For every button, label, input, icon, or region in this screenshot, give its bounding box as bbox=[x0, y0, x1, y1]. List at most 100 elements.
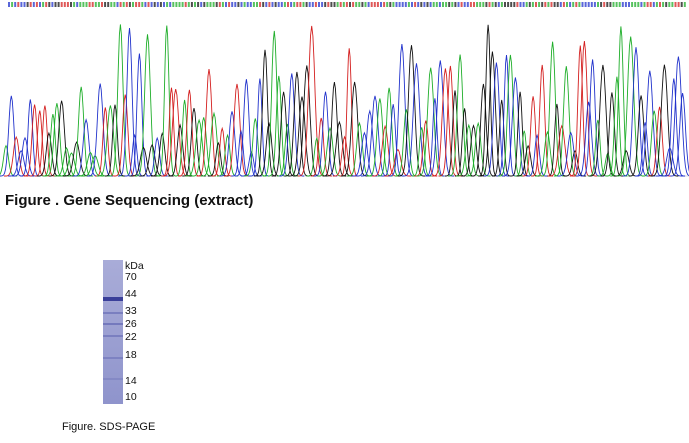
trace-peak bbox=[256, 121, 282, 177]
base-call bbox=[14, 2, 17, 7]
base-call bbox=[587, 2, 590, 7]
base-call bbox=[407, 2, 410, 7]
base-call bbox=[569, 2, 572, 7]
trace-peak bbox=[168, 123, 192, 177]
base-call bbox=[26, 2, 29, 7]
sequencing-trace bbox=[0, 2, 689, 177]
trace-peak bbox=[139, 143, 165, 177]
base-call bbox=[401, 2, 404, 7]
trace-peak bbox=[253, 49, 277, 177]
base-call bbox=[677, 2, 680, 7]
trace-peak bbox=[554, 66, 579, 177]
base-call bbox=[184, 2, 187, 7]
trace-peak bbox=[284, 71, 310, 177]
base-call bbox=[132, 2, 134, 7]
base-call bbox=[476, 2, 479, 7]
base-call bbox=[293, 2, 296, 7]
base-call bbox=[665, 2, 668, 7]
trace-peak bbox=[341, 81, 369, 177]
trace-peak bbox=[581, 59, 605, 177]
trace-peak bbox=[339, 48, 359, 177]
trace-peak bbox=[622, 47, 650, 177]
base-call bbox=[345, 2, 348, 7]
trace-peak bbox=[431, 68, 459, 177]
base-call bbox=[429, 2, 432, 7]
base-call bbox=[659, 2, 661, 7]
trace-peak bbox=[571, 41, 597, 177]
base-call bbox=[460, 2, 463, 7]
base-call bbox=[631, 2, 634, 7]
base-call bbox=[17, 2, 20, 7]
trace-peak bbox=[325, 120, 354, 177]
trace-peak bbox=[402, 63, 431, 177]
trace-peak bbox=[174, 99, 195, 177]
base-call bbox=[333, 2, 336, 7]
base-call bbox=[538, 2, 541, 7]
base-call bbox=[308, 2, 311, 7]
base-call bbox=[218, 2, 221, 7]
trace-peak bbox=[388, 44, 415, 177]
base-call bbox=[259, 2, 262, 7]
base-call bbox=[91, 2, 94, 7]
base-call bbox=[215, 2, 218, 7]
trace-peak bbox=[606, 76, 628, 177]
base-call bbox=[432, 2, 435, 7]
trace-peak bbox=[670, 93, 689, 177]
base-call bbox=[398, 2, 401, 7]
base-call bbox=[547, 2, 550, 7]
base-call bbox=[559, 2, 562, 7]
trace-peak bbox=[96, 105, 125, 177]
trace-peak bbox=[461, 124, 486, 177]
base-call bbox=[500, 2, 503, 7]
base-call bbox=[618, 2, 621, 7]
base-call bbox=[510, 2, 513, 7]
trace-peak bbox=[12, 136, 38, 177]
base-call bbox=[225, 2, 227, 7]
base-call bbox=[122, 2, 125, 7]
base-call bbox=[339, 2, 342, 7]
base-call bbox=[488, 2, 491, 7]
base-call bbox=[389, 2, 392, 7]
trace-peak bbox=[234, 79, 258, 177]
base-call bbox=[680, 2, 683, 7]
base-call bbox=[584, 2, 587, 7]
base-call bbox=[504, 2, 506, 7]
base-call bbox=[624, 2, 627, 7]
base-call bbox=[463, 2, 466, 7]
trace-peak bbox=[0, 95, 23, 177]
base-call bbox=[265, 2, 268, 7]
trace-peak bbox=[650, 64, 679, 177]
base-call bbox=[392, 2, 395, 7]
base-call bbox=[600, 2, 603, 7]
trace-peak bbox=[377, 87, 401, 177]
trace-peak bbox=[219, 111, 245, 177]
base-call bbox=[482, 2, 485, 7]
trace-peak bbox=[37, 131, 61, 177]
trace-peak bbox=[444, 90, 466, 177]
base-call bbox=[262, 2, 265, 7]
base-call bbox=[566, 2, 568, 7]
trace-peak bbox=[361, 95, 389, 177]
base-call bbox=[135, 2, 138, 7]
base-call bbox=[485, 2, 488, 7]
trace-peak bbox=[510, 91, 530, 177]
trace-peak bbox=[182, 108, 206, 177]
marker-label: 10 bbox=[125, 391, 137, 403]
trace-peak bbox=[178, 89, 201, 177]
trace-peak bbox=[244, 118, 267, 177]
trace-peak bbox=[317, 126, 343, 177]
base-call bbox=[305, 2, 308, 7]
base-call bbox=[23, 2, 26, 7]
base-call bbox=[76, 2, 79, 7]
base-call bbox=[128, 2, 131, 7]
marker-label: 18 bbox=[125, 349, 137, 361]
trace-peak bbox=[479, 51, 506, 177]
base-call bbox=[299, 2, 302, 7]
base-call bbox=[572, 2, 575, 7]
trace-peak bbox=[454, 108, 475, 177]
trace-peak bbox=[196, 68, 222, 177]
base-call bbox=[370, 2, 373, 7]
base-call bbox=[556, 2, 559, 7]
trace-peak bbox=[185, 118, 213, 177]
base-call bbox=[311, 2, 314, 7]
